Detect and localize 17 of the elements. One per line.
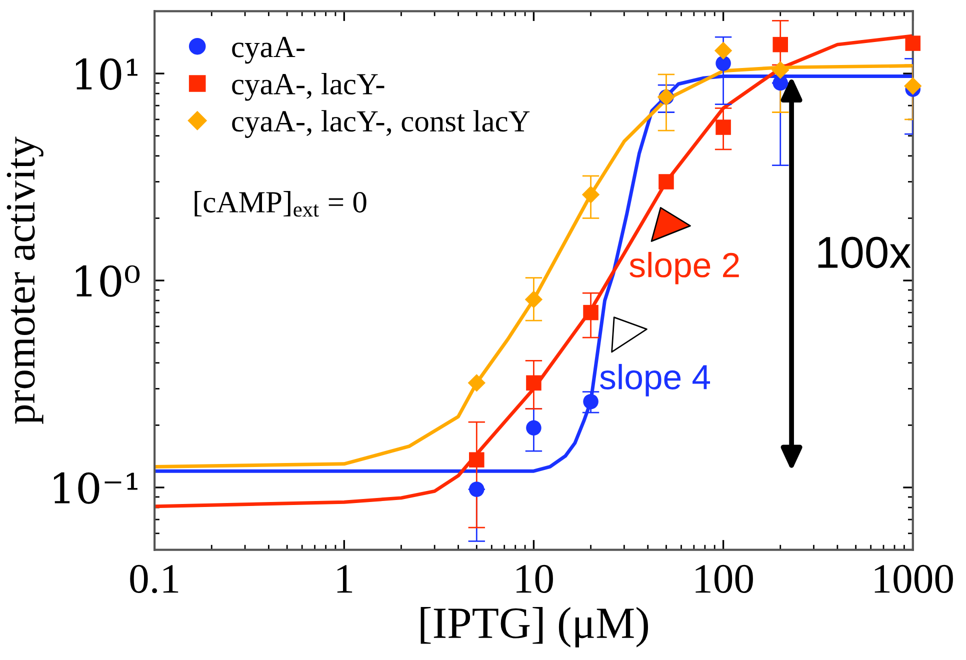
x-tick-label: 10 — [516, 564, 553, 593]
x-axis-title: [IPTG] (μM) — [420, 607, 648, 648]
annotation: slope 2 — [630, 252, 739, 284]
annotation: slope 4 — [600, 364, 710, 396]
annotation: [cAMP]$_{ext}$ = 0 — [194, 191, 366, 217]
x-tick-label: 0.1 — [130, 564, 178, 594]
legend-label: cyaA-, lacY- — [232, 73, 384, 101]
y-tick-label: 10⁻¹ — [54, 472, 138, 504]
x-tick-label: 1000 — [874, 564, 953, 593]
y-tick-label: 10⁰ — [76, 265, 140, 297]
legend-label: cyaA- — [232, 36, 304, 64]
legend-label: cyaA-, lacY-, const lacY — [232, 110, 530, 138]
y-axis-title: promoter activity — [6, 136, 44, 424]
y-tick-label: 10¹ — [76, 58, 138, 90]
x-tick-label: 100 — [696, 564, 753, 593]
annotation: 100x — [818, 236, 911, 268]
x-tick-label: 1 — [337, 565, 352, 593]
